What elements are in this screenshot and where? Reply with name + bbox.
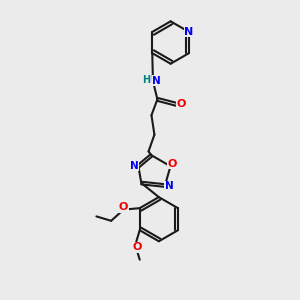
Text: N: N [165,181,174,191]
Text: O: O [176,99,186,110]
Text: O: O [119,202,128,212]
Text: N: N [152,76,161,86]
Text: N: N [130,161,138,171]
Text: O: O [132,242,142,252]
Text: O: O [167,159,177,169]
Text: N: N [184,27,194,37]
Text: H: H [142,75,151,85]
